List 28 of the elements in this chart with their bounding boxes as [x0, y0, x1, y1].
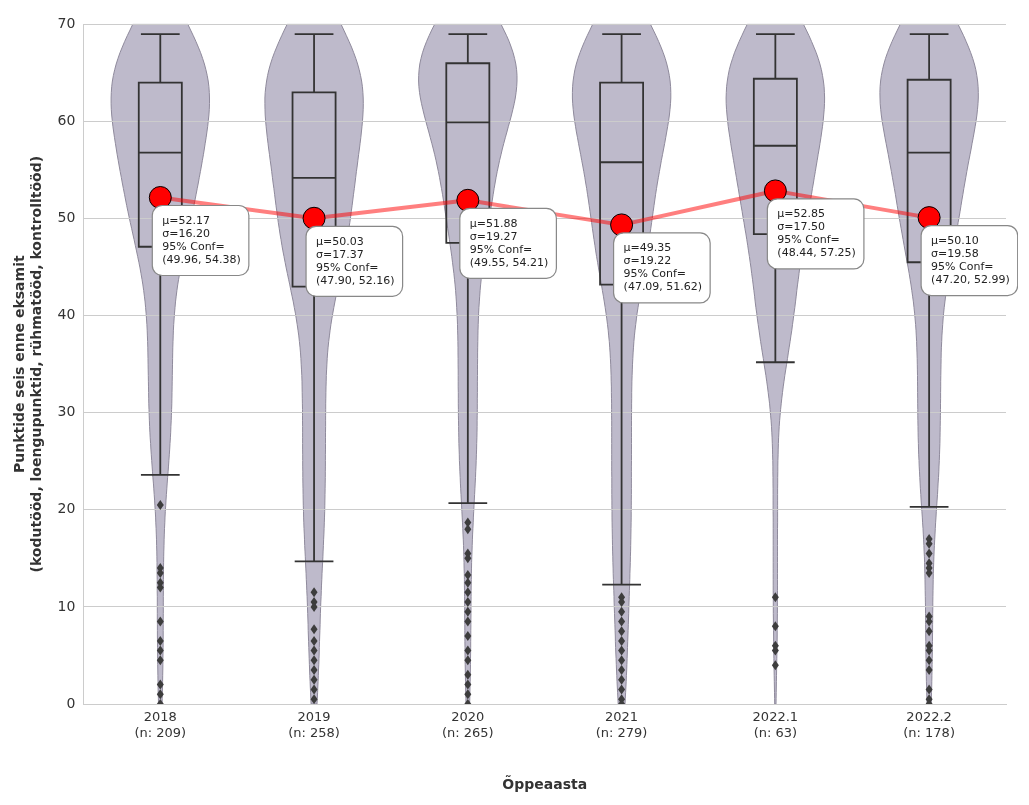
y-axis-title: Punktide seis enne eksamit (kodutööd, loengupunktid, rühmatööd, kontrolltööd) — [11, 155, 44, 573]
x-tick-label: 2019 (n: 258) — [288, 709, 340, 740]
point — [763, 179, 787, 203]
annotation: μ=50.10 σ=19.58 95% Conf= (47.20, 52.99) — [931, 233, 1010, 286]
y-tick-label: 40 — [57, 306, 76, 323]
x-axis-title: Õppeaasta — [502, 775, 588, 793]
y-tick-label: 60 — [57, 112, 76, 129]
annotation: μ=51.88 σ=19.27 95% Conf= (49.55, 54.21) — [469, 216, 549, 269]
x-tick-label: 2021 (n: 279) — [595, 709, 648, 740]
point — [917, 206, 941, 230]
y-tick-label: 10 — [57, 597, 76, 614]
annotation: μ=49.35 σ=19.22 95% Conf= (47.09, 51.62) — [623, 241, 703, 294]
point — [148, 186, 172, 209]
annotation: μ=50.03 σ=17.37 95% Conf= (47.90, 52.16) — [316, 234, 395, 287]
x-tick-label: 2022.2 (n: 178) — [903, 709, 955, 740]
y-tick-label: 0 — [66, 694, 76, 711]
y-tick-label: 30 — [57, 403, 76, 420]
y-tick-label: 70 — [57, 15, 76, 32]
y-tick-label: 20 — [57, 500, 76, 517]
point — [456, 188, 480, 212]
annotation: μ=52.17 σ=16.20 95% Conf= (49.96, 54.38) — [162, 213, 241, 266]
x-tick-label: 2018 (n: 209) — [134, 709, 187, 740]
annotation: μ=52.85 σ=17.50 95% Conf= (48.44, 57.25) — [777, 207, 856, 260]
y-tick-label: 50 — [57, 209, 76, 226]
x-tick-label: 2022.1 (n: 63) — [752, 709, 799, 740]
point — [302, 206, 326, 230]
x-tick-label: 2020 (n: 265) — [441, 709, 494, 740]
point — [610, 213, 634, 237]
